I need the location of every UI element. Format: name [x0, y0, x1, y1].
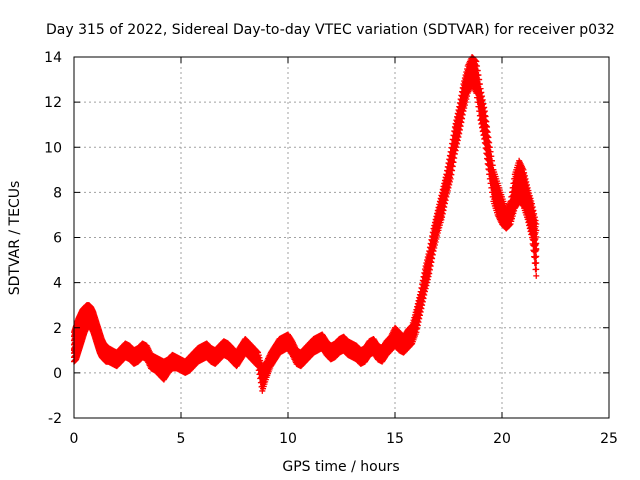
y-tick-label: 2 — [53, 321, 62, 337]
x-axis-title: GPS time / hours — [282, 459, 399, 475]
y-tick-label: 4 — [53, 276, 62, 292]
y-axis-title: SDTVAR / TECUs — [7, 181, 23, 296]
y-tick-label: 14 — [44, 50, 62, 66]
y-tick-label: 6 — [53, 231, 62, 247]
x-tick-label: 25 — [600, 431, 618, 447]
y-tick-label: 12 — [44, 95, 62, 111]
x-tick-label: 5 — [177, 431, 186, 447]
data-series-sdtvar — [71, 54, 540, 394]
x-tick-label: 15 — [386, 431, 404, 447]
y-tick-label: 10 — [44, 140, 62, 156]
x-tick-label: 20 — [493, 431, 511, 447]
chart-title: Day 315 of 2022, Sidereal Day-to-day VTE… — [46, 22, 615, 38]
y-tick-label: -2 — [48, 411, 62, 427]
x-tick-label: 10 — [279, 431, 297, 447]
y-tick-label: 0 — [53, 366, 62, 382]
y-tick-label: 8 — [53, 185, 62, 201]
x-tick-label: 0 — [70, 431, 79, 447]
